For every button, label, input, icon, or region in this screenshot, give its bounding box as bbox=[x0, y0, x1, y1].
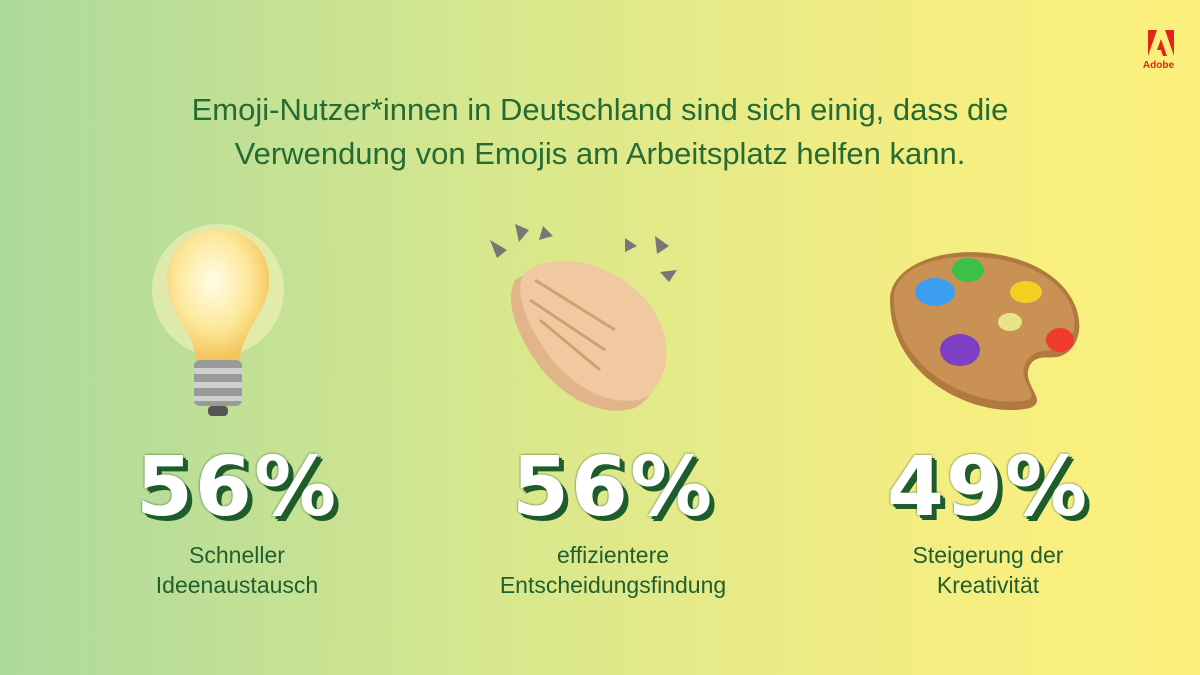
stat: 56% Schneller Ideenaustausch bbox=[47, 440, 427, 600]
brand: Adobe bbox=[1142, 60, 1174, 71]
label-line: Schneller bbox=[189, 542, 285, 568]
clapping-hands-icon bbox=[490, 224, 677, 411]
stat-value: 49% bbox=[886, 440, 1090, 535]
stat-value: 56% bbox=[135, 440, 339, 535]
label-line: Ideenaustausch bbox=[155, 572, 319, 598]
stat: 49% Steigerung der Kreativität bbox=[798, 440, 1178, 600]
stat: 56% effizientere Entscheidungsfindung bbox=[423, 440, 803, 600]
title-line: Emoji-Nutzer*innen in Deutschland sind s… bbox=[191, 92, 1009, 127]
adobe-logo bbox=[1148, 30, 1174, 56]
label-line: Entscheidungsfindung bbox=[499, 572, 727, 598]
label-line: Kreativität bbox=[936, 572, 1040, 598]
title-line: Verwendung von Emojis am Arbeitsplatz he… bbox=[234, 136, 966, 171]
stat-label: effizientere Entscheidungsfindung bbox=[423, 540, 803, 600]
lightbulb-icon bbox=[152, 224, 284, 416]
stat-value: 56% bbox=[511, 440, 715, 535]
label-line: effizientere bbox=[556, 542, 670, 568]
palette-icon bbox=[890, 252, 1080, 410]
label-line: Steigerung der bbox=[912, 542, 1064, 568]
stat-label: Steigerung der Kreativität bbox=[798, 540, 1178, 600]
title: Emoji-Nutzer*innen in Deutschland sind s… bbox=[0, 88, 1200, 176]
stat-label: Schneller Ideenaustausch bbox=[47, 540, 427, 600]
